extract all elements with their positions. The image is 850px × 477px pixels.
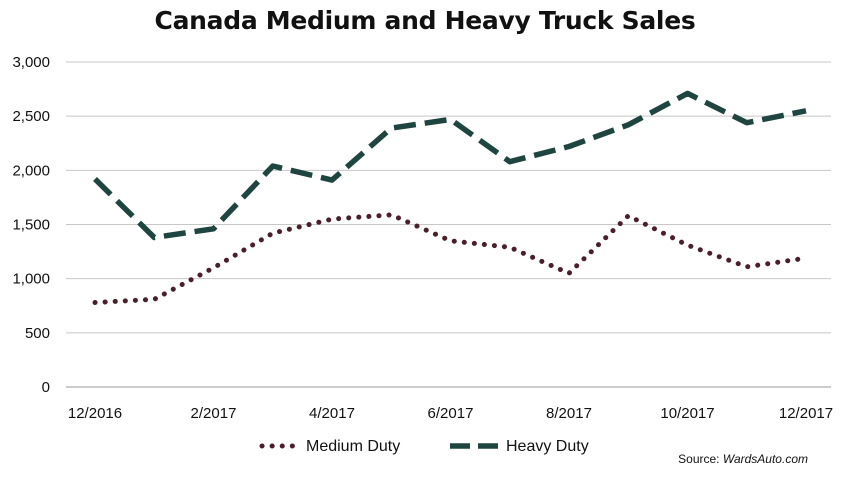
source-name: WardsAuto.com <box>722 452 808 466</box>
x-tick-label: 8/2017 <box>546 405 592 422</box>
x-tick-label: 12/2016 <box>68 405 122 422</box>
data-point <box>390 127 393 130</box>
x-tick-label: 10/2017 <box>660 405 714 422</box>
y-tick-label: 500 <box>25 325 50 342</box>
legend: Medium Duty Heavy Duty <box>259 438 589 455</box>
y-tick-label: 1,000 <box>12 271 50 288</box>
legend-label: Medium Duty <box>306 438 400 455</box>
series-lines <box>92 90 809 305</box>
y-axis: 0 500 1,000 1,500 2,000 2,500 3,000 <box>12 54 50 396</box>
x-tick-label: 2/2017 <box>191 405 237 422</box>
legend-label: Heavy Duty <box>506 438 589 455</box>
x-tick-label: 6/2017 <box>428 405 474 422</box>
chart-title: Canada Medium and Heavy Truck Sales <box>154 6 696 35</box>
gridlines <box>66 61 831 388</box>
source-prefix: Source: <box>678 452 723 466</box>
y-tick-label: 1,500 <box>12 217 50 234</box>
y-tick-label: 2,000 <box>12 162 50 179</box>
data-point <box>805 257 808 260</box>
x-axis: 12/2016 2/2017 4/2017 6/2017 8/2017 10/2017 12… <box>68 405 833 422</box>
x-tick-label: 12/2017 <box>779 405 833 422</box>
y-tick-label: 3,000 <box>12 54 50 71</box>
x-tick-label: 4/2017 <box>309 405 355 422</box>
y-tick-label: 2,500 <box>12 108 50 125</box>
data-point <box>212 266 215 269</box>
data-point <box>508 246 511 249</box>
data-point <box>449 118 452 121</box>
data-point <box>449 239 452 242</box>
source-note: Source: WardsAuto.com <box>678 452 808 466</box>
y-tick-label: 0 <box>42 379 50 396</box>
series-line-heavy-duty <box>93 90 807 241</box>
